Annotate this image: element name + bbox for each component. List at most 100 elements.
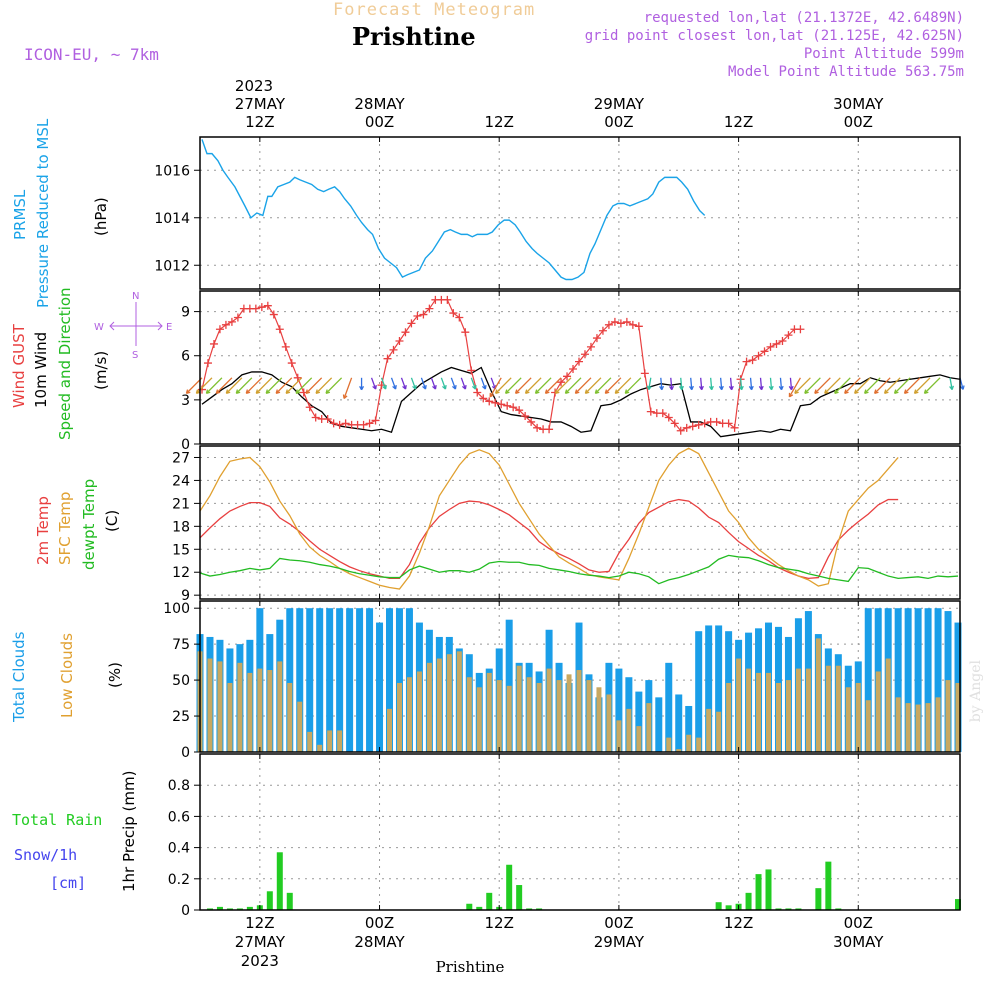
- top-hour-label: 00Z: [604, 113, 633, 131]
- gust-marker: [359, 420, 368, 429]
- wind-arrow-head: [342, 394, 348, 399]
- wind-arrow: [195, 377, 213, 394]
- compass-n: N: [132, 291, 139, 302]
- temp-sfc-label: SFC Temp: [56, 492, 74, 565]
- compass-rose-icon: [109, 302, 163, 346]
- top-date-label: 28MAY: [354, 95, 405, 113]
- top-date-label: 27MAY: [235, 95, 286, 113]
- bottom-hour-label: 12Z: [245, 914, 274, 932]
- low-cloud-bar: [775, 682, 781, 752]
- wind-arrow-head: [185, 389, 191, 394]
- precip-cm-label: [cm]: [50, 874, 86, 892]
- low-cloud-bar: [217, 661, 223, 752]
- wind-arrow-head: [372, 385, 377, 390]
- low-cloud-bar: [446, 654, 452, 752]
- low-cloud-bar: [865, 700, 871, 752]
- gust-marker: [646, 407, 655, 416]
- wind-arrow-head: [824, 389, 829, 394]
- temperature-ytick-label: 18: [172, 519, 190, 535]
- precip-ytick-label: 0.2: [168, 872, 190, 888]
- wind-arrow-head: [778, 385, 784, 391]
- gust-marker: [209, 339, 218, 348]
- gust-marker: [287, 359, 296, 368]
- wind-speed-dir-label: Speed and Direction: [56, 287, 74, 440]
- total-cloud-bar: [306, 608, 314, 752]
- low-cloud-bar: [416, 671, 422, 752]
- total-cloud-bar: [894, 608, 902, 752]
- wind-arrow: [420, 377, 427, 390]
- wind-arrow: [305, 377, 323, 394]
- wind-arrow: [814, 377, 831, 394]
- wind-arrow-head: [923, 389, 929, 394]
- temp-2m-label: 2m Temp: [34, 496, 52, 565]
- gust-marker: [503, 401, 512, 410]
- wind-arrow: [710, 377, 713, 390]
- wind-arrow-head: [893, 389, 899, 394]
- dewpt-line: [199, 554, 959, 585]
- low-cloud-bar: [746, 668, 752, 752]
- gust-marker: [754, 351, 763, 360]
- wind-arrow-head: [913, 389, 919, 394]
- low-cloud-bar: [536, 682, 542, 752]
- rain-bar: [825, 861, 832, 910]
- low-cloud-bar: [785, 680, 791, 752]
- wind-arrow-head: [814, 389, 819, 394]
- total-cloud-bar: [705, 625, 713, 752]
- wind-arrow: [804, 377, 821, 394]
- pressure-ytick-label: 1016: [154, 163, 190, 179]
- low-cloud-bar: [596, 687, 602, 752]
- wind-arrow-head: [718, 385, 724, 391]
- wind-arrow-head: [452, 385, 457, 390]
- compass-w: W: [94, 322, 104, 333]
- wind-arrow-head: [788, 392, 794, 398]
- wind-arrow-head: [604, 389, 610, 394]
- wind-arrow-head: [949, 385, 955, 391]
- temperature-frame: [199, 445, 961, 600]
- gust-marker: [329, 419, 338, 428]
- low-cloud-bar: [935, 697, 941, 752]
- precip-ytick-label: 0.4: [168, 841, 190, 857]
- low-cloud-bar: [875, 671, 881, 752]
- wind-arrow: [824, 377, 841, 394]
- precip-frame: [199, 753, 961, 911]
- wind-arrow: [545, 377, 562, 394]
- low-cloud-bar: [436, 658, 442, 752]
- low-cloud-bar: [277, 661, 283, 752]
- gust-marker: [509, 403, 518, 412]
- pressure-unit: (hPa): [92, 197, 110, 236]
- total-cloud-bar: [655, 697, 663, 752]
- wind-arrow: [470, 377, 477, 390]
- gust-marker: [557, 378, 566, 387]
- wind-arrow-head: [584, 389, 590, 394]
- low-cloud-bar: [726, 682, 732, 752]
- wind-arrow: [789, 377, 793, 390]
- wind-arrow-head: [688, 385, 694, 391]
- top-year: 2023: [235, 77, 273, 95]
- gust-marker: [485, 397, 494, 406]
- wind-arrow: [450, 377, 457, 390]
- low-cloud-bar: [406, 677, 412, 752]
- clouds-total-label: Total Clouds: [10, 631, 28, 723]
- grid-layer: [200, 137, 960, 911]
- wind-arrow: [660, 377, 663, 390]
- low-cloud-bar: [945, 680, 951, 752]
- gust-marker: [227, 317, 236, 326]
- gust-marker: [467, 366, 476, 375]
- gust-marker: [389, 345, 398, 354]
- wind-arrow: [295, 377, 313, 394]
- low-cloud-bar: [646, 703, 652, 752]
- gust-marker: [640, 369, 649, 378]
- gust-marker: [688, 422, 697, 431]
- low-cloud-bar: [546, 668, 552, 752]
- gust-marker: [383, 354, 392, 363]
- top-date-label: 29MAY: [594, 95, 645, 113]
- low-cloud-bar: [456, 651, 462, 752]
- gust-marker: [712, 417, 721, 426]
- low-cloud-bar: [317, 744, 323, 752]
- gust-marker: [586, 342, 595, 351]
- gust-marker: [341, 419, 350, 428]
- total-cloud-bar: [695, 631, 703, 752]
- low-cloud-bar: [247, 672, 253, 752]
- wind-arrow: [680, 377, 683, 390]
- wind-arrow: [759, 377, 763, 390]
